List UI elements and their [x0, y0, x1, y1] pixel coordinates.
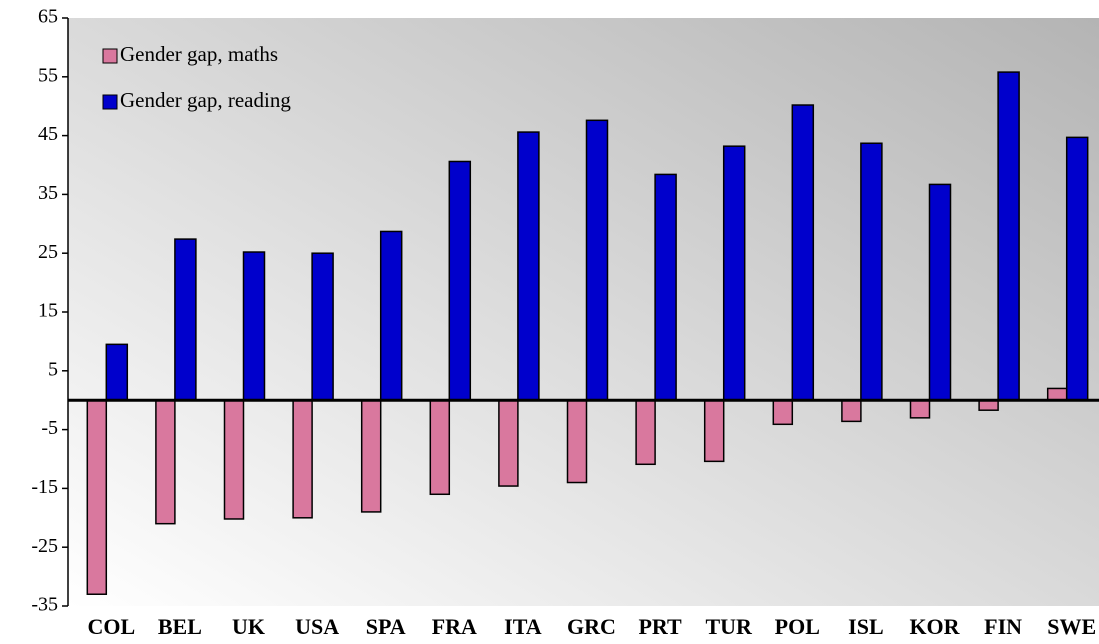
- y-tick-label: 65: [38, 6, 58, 28]
- bar: [174, 238, 197, 401]
- bar: [772, 399, 794, 426]
- bar: [1065, 136, 1089, 401]
- bar: [585, 119, 609, 401]
- bar: [841, 399, 862, 423]
- bar: [155, 399, 176, 525]
- bar: [360, 399, 382, 513]
- y-tick-label: 25: [38, 241, 58, 263]
- x-tick-label: BEL: [158, 614, 202, 639]
- x-tick-label: COL: [87, 614, 135, 639]
- bar: [860, 142, 883, 401]
- x-tick-label: ITA: [504, 614, 542, 639]
- bar: [909, 399, 931, 419]
- bar: [105, 343, 129, 401]
- bar: [997, 71, 1020, 401]
- bar: [292, 399, 313, 519]
- x-tick-label: ISL: [848, 614, 883, 639]
- y-tick-label: -5: [41, 417, 58, 439]
- x-tick-label: GRC: [567, 614, 616, 639]
- bar: [928, 183, 952, 401]
- bar: [379, 230, 403, 401]
- y-tick-label: -25: [31, 535, 58, 557]
- legend-swatch: [102, 48, 118, 64]
- legend-label: Gender gap, maths: [120, 42, 278, 66]
- x-tick-label: KOR: [909, 614, 960, 639]
- x-tick-label: POL: [775, 614, 820, 639]
- x-tick-label: PRT: [638, 614, 682, 639]
- bar: [791, 104, 815, 401]
- bar: [448, 160, 472, 401]
- x-tick-label: FRA: [432, 614, 477, 639]
- bar: [429, 399, 451, 496]
- bar: [703, 399, 725, 463]
- bar: [722, 145, 746, 401]
- y-tick-label: 35: [38, 182, 58, 204]
- y-tick-label: 45: [38, 123, 58, 145]
- bar: [498, 399, 519, 487]
- bar: [654, 173, 677, 401]
- x-tick-label: UK: [232, 614, 265, 639]
- bar: [86, 399, 108, 595]
- legend-swatch: [102, 94, 118, 110]
- bar: [242, 251, 266, 401]
- bar: [635, 399, 656, 466]
- x-tick-label: SPA: [366, 614, 406, 639]
- bar: [517, 131, 540, 401]
- bar: [311, 252, 334, 401]
- y-tick-label: -35: [31, 594, 58, 616]
- x-tick-label: USA: [295, 614, 339, 639]
- x-tick-label: TUR: [705, 614, 753, 639]
- y-tick-label: 15: [38, 300, 58, 322]
- y-tick-label: -15: [31, 476, 58, 498]
- y-tick-label: 55: [38, 64, 58, 86]
- bar: [566, 399, 588, 484]
- bar: [1046, 387, 1068, 401]
- y-tick-label: 5: [48, 358, 58, 380]
- legend-label: Gender gap, reading: [120, 88, 291, 112]
- x-tick-label: SWE: [1047, 614, 1096, 639]
- bar: [223, 399, 245, 520]
- x-tick-label: FIN: [984, 614, 1022, 639]
